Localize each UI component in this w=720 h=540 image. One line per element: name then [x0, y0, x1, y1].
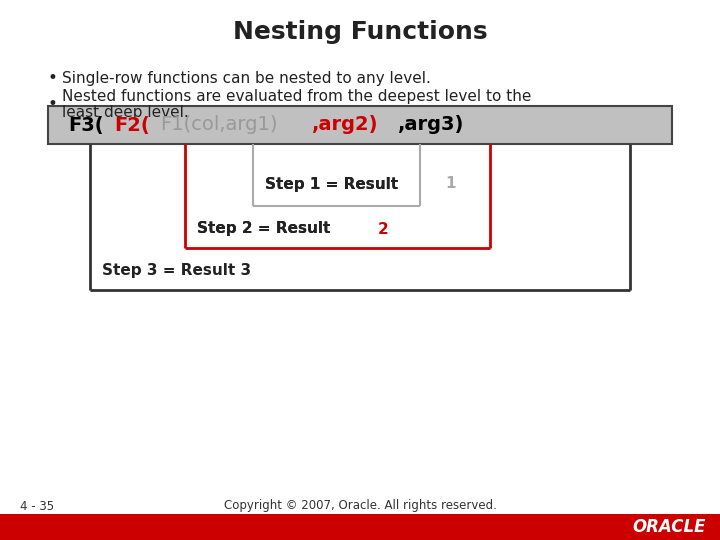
- Text: F2(: F2(: [114, 116, 150, 134]
- Text: least deep level.: least deep level.: [62, 105, 189, 119]
- Text: 1: 1: [446, 177, 456, 192]
- Text: ORACLE: ORACLE: [632, 518, 706, 536]
- Text: Single-row functions can be nested to any level.: Single-row functions can be nested to an…: [62, 71, 431, 85]
- Text: Step 2 = Result: Step 2 = Result: [197, 221, 336, 237]
- Text: •: •: [48, 69, 58, 87]
- Text: ,arg3): ,arg3): [397, 116, 464, 134]
- Text: Nesting Functions: Nesting Functions: [233, 20, 487, 44]
- Text: Step 1 = Result: Step 1 = Result: [265, 177, 403, 192]
- Text: 2: 2: [378, 221, 389, 237]
- Text: Step 2 = Result: Step 2 = Result: [197, 221, 336, 237]
- Text: F3(: F3(: [68, 116, 104, 134]
- Bar: [0, 514, 720, 540]
- FancyBboxPatch shape: [48, 106, 672, 144]
- Text: F1(col,arg1): F1(col,arg1): [160, 116, 278, 134]
- Text: •: •: [48, 95, 58, 113]
- Text: Nested functions are evaluated from the deepest level to the: Nested functions are evaluated from the …: [62, 90, 531, 105]
- Text: Step 1 = Result: Step 1 = Result: [265, 177, 403, 192]
- Text: Copyright © 2007, Oracle. All rights reserved.: Copyright © 2007, Oracle. All rights res…: [224, 500, 496, 512]
- Text: 4 - 35: 4 - 35: [20, 500, 54, 512]
- Text: Step 3 = Result 3: Step 3 = Result 3: [102, 264, 251, 279]
- Text: ,arg2): ,arg2): [312, 116, 378, 134]
